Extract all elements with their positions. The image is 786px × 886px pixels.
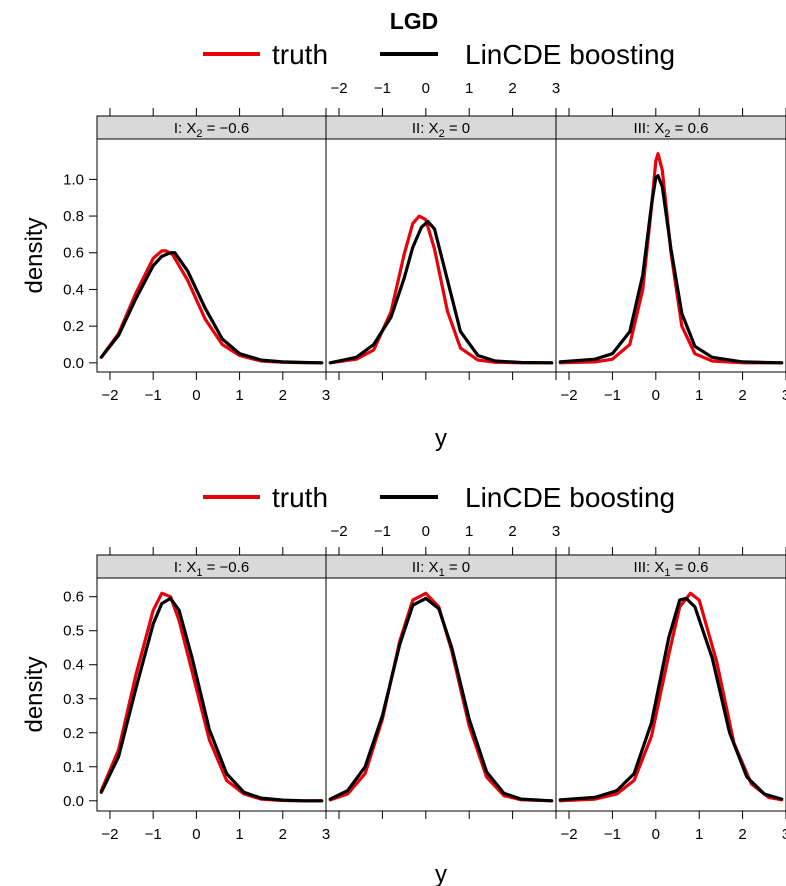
panel-frame (555, 138, 786, 373)
panel-strip-label: I: X2 = −0.6 (174, 120, 249, 140)
legend-label-truth: truth (272, 482, 328, 513)
x-bottom-tick-label: −1 (145, 826, 162, 843)
chart-top: truth LinCDE boosting 0.0 0.2 0.4 0.6 0.8 1.0 de… (21, 39, 786, 452)
series-line-lincde (328, 220, 554, 365)
panel-3: III: X2 = 0.6 (555, 115, 786, 380)
series-line-lincde (99, 596, 324, 803)
x-top-tick-label: −2 (330, 523, 347, 540)
x-top-tick-label: −2 (330, 80, 347, 97)
x-bottom-tick-label: 0 (192, 387, 200, 404)
x-bottom-tick-label: 2 (279, 826, 287, 843)
y-tick-label: 0.3 (63, 691, 84, 708)
figure-title: LGD (390, 8, 439, 34)
x-bottom-tick-label: −1 (604, 387, 621, 404)
panel-1: I: X2 = −0.6 (96, 115, 327, 380)
x-bottom-tick-label: 2 (738, 387, 746, 404)
x-top-tick-label: 2 (508, 523, 516, 540)
x-bottom-tick-label: −2 (560, 387, 577, 404)
legend: truth LinCDE boosting (203, 482, 675, 513)
x-bottom-tick-label: 3 (322, 387, 330, 404)
series-line-truth (328, 214, 554, 365)
x-bottom-tick-label: 2 (279, 387, 287, 404)
series-line-truth (558, 152, 784, 365)
x-top-tick-label: 3 (552, 523, 560, 540)
legend-label-lincde: LinCDE boosting (465, 482, 675, 513)
x-bottom-tick-label: 3 (782, 826, 786, 843)
panel-strip-label: II: X1 = 0 (412, 559, 470, 579)
panel-3: III: X1 = 0.6 (555, 554, 786, 819)
series-line-lincde (558, 596, 784, 802)
x-bottom-tick-label: 3 (322, 826, 330, 843)
x-bottom-tick-label: 0 (192, 826, 200, 843)
y-tick-label: 0.5 (63, 623, 84, 640)
y-tick-label: 0.2 (63, 318, 84, 335)
panel-frame (96, 138, 327, 373)
x-top-tick-label: 3 (552, 80, 560, 97)
y-tick-label: 0.1 (63, 759, 84, 776)
panel-strip-label: I: X1 = −0.6 (174, 559, 249, 579)
series-line-lincde (558, 174, 784, 365)
y-axis-label: density (21, 217, 48, 293)
panel-frame (555, 577, 786, 812)
y-tick-label: 0.6 (63, 589, 84, 606)
panel-2: II: X2 = 0 (325, 115, 557, 380)
series-line-lincde (99, 251, 324, 365)
x-bottom-tick-label: 0 (652, 387, 660, 404)
y-tick-label: 0.8 (63, 208, 84, 225)
y-tick-label: 0.2 (63, 725, 84, 742)
y-tick-label: 0.6 (63, 245, 84, 262)
y-tick-label: 0.4 (63, 657, 84, 674)
series-line-truth (328, 591, 554, 803)
x-bottom-tick-label: 1 (235, 387, 243, 404)
x-top-tick-label: 0 (422, 523, 430, 540)
x-top-tick-label: −1 (374, 80, 391, 97)
panel-1: I: X1 = −0.6 (96, 554, 327, 819)
x-axis-label: y (435, 425, 447, 452)
x-bottom-tick-label: 3 (782, 387, 786, 404)
legend-label-truth: truth (272, 39, 328, 70)
y-axis: 0.0 0.1 0.2 0.3 0.4 0.5 0.6 density (21, 589, 97, 810)
y-tick-label: 0.0 (63, 793, 84, 810)
x-bottom-tick-label: 1 (695, 387, 703, 404)
y-axis: 0.0 0.2 0.4 0.6 0.8 1.0 density (21, 171, 97, 372)
x-bottom-tick-label: 2 (738, 826, 746, 843)
x-bottom-tick-label: −2 (560, 826, 577, 843)
y-tick-label: 0.0 (63, 355, 84, 372)
legend: truth LinCDE boosting (203, 39, 675, 70)
x-top-tick-label: 1 (465, 80, 473, 97)
panel-strip-label: III: X2 = 0.6 (634, 120, 709, 140)
x-top-tick-label: −1 (374, 523, 391, 540)
x-top-tick-label: 1 (465, 523, 473, 540)
y-axis-label: density (21, 656, 48, 732)
series-line-truth (99, 249, 324, 365)
y-tick-label: 1.0 (63, 171, 84, 188)
x-top-tick-label: 2 (508, 80, 516, 97)
legend-label-lincde: LinCDE boosting (465, 39, 675, 70)
x-bottom-tick-label: −2 (101, 826, 118, 843)
panel-strip-label: III: X1 = 0.6 (634, 559, 709, 579)
x-bottom-tick-label: 1 (695, 826, 703, 843)
x-bottom-tick-label: 0 (652, 826, 660, 843)
y-tick-label: 0.4 (63, 281, 84, 298)
panel-2: II: X1 = 0 (325, 554, 557, 819)
x-bottom-tick-label: 1 (235, 826, 243, 843)
chart-bottom: truth LinCDE boosting0.00.10.20.30.40.50.… (21, 482, 786, 886)
x-bottom-tick-label: −2 (101, 387, 118, 404)
x-bottom-tick-label: −1 (145, 387, 162, 404)
series-line-lincde (328, 596, 554, 803)
x-top-tick-label: 0 (422, 80, 430, 97)
x-bottom-tick-label: −1 (604, 826, 621, 843)
x-axis-label: y (435, 861, 447, 886)
panel-strip-label: II: X2 = 0 (412, 120, 470, 140)
